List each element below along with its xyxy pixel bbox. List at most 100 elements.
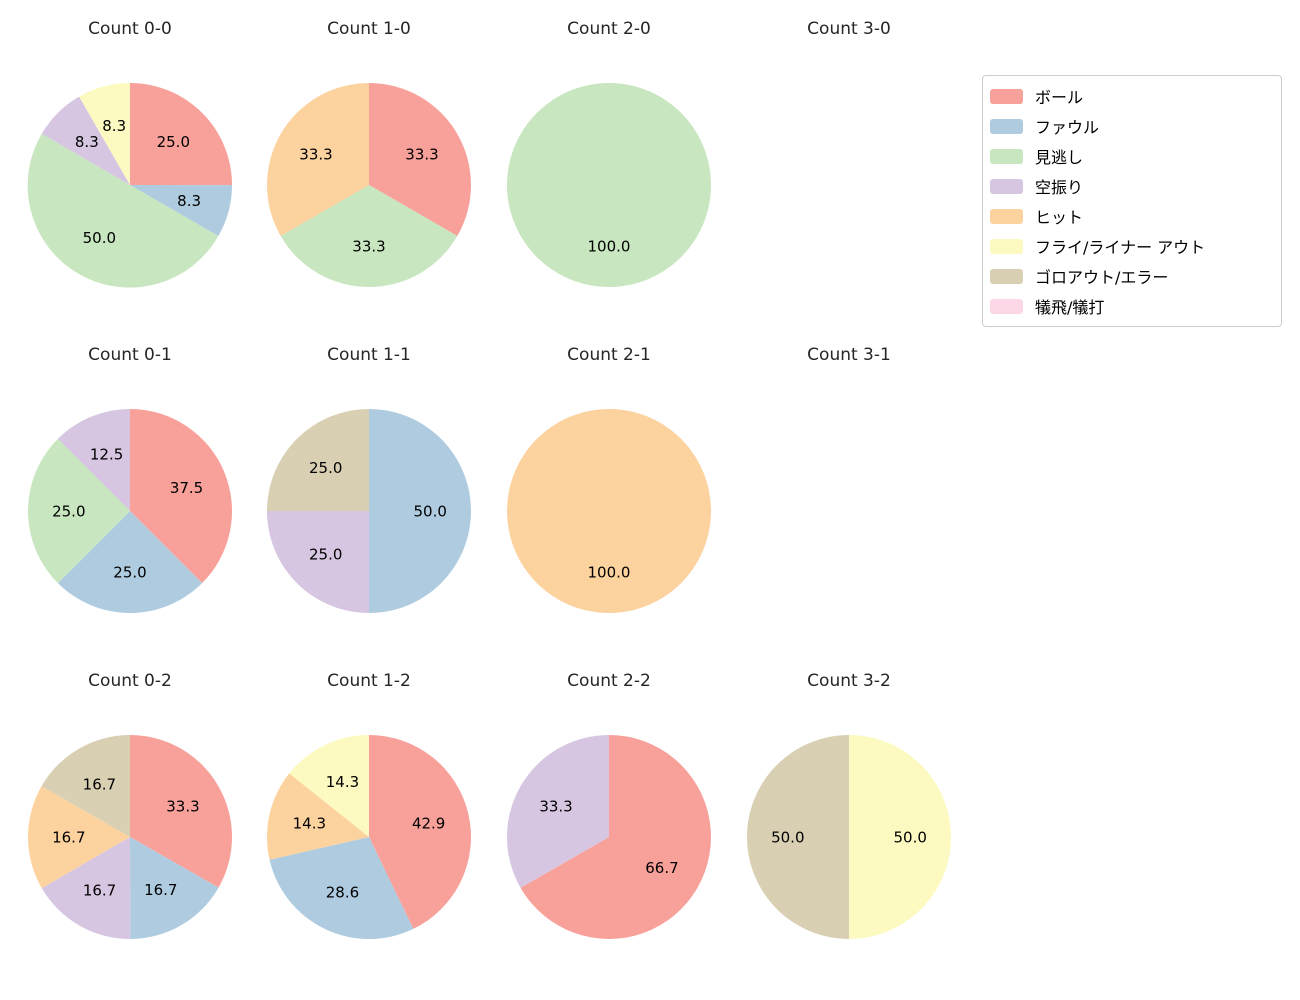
chart-title: Count 1-0 (327, 19, 411, 39)
legend-item: フライ/ライナー アウト (990, 231, 1271, 261)
pie-chart-count-0-0: Count 0-0 25.0 8.3 50.0 8.3 8.3 (10, 15, 250, 295)
pie-chart-count-3-0: Count 3-0 (729, 15, 969, 295)
pie-slice-label: 33.3 (299, 146, 332, 164)
pie-slice-label: 14.3 (293, 815, 326, 833)
pie-slice-label: 42.9 (412, 815, 445, 833)
pie-chart-count-1-0: Count 1-0 33.3 33.3 33.3 (249, 15, 489, 295)
pie-slice (520, 735, 712, 939)
legend-label: 犠飛/犠打 (1035, 298, 1105, 317)
pie-slice-label: 16.7 (144, 881, 177, 899)
pie-slice-label: 25.0 (157, 133, 190, 151)
pie-slice-label: 100.0 (588, 563, 631, 581)
legend-item: 見逃し (990, 141, 1271, 171)
legend-swatch (990, 268, 1023, 284)
pie-chart: 37.5 25.0 25.0 12.5 (28, 409, 232, 613)
pie-slice (41, 96, 130, 185)
pie-slice-label: 50.0 (413, 502, 446, 520)
pie-slice (289, 735, 369, 837)
pie-slice (369, 735, 472, 929)
legend-swatch (990, 238, 1023, 254)
pie-slice (41, 837, 131, 940)
legend-label: ボール (1035, 88, 1084, 107)
legend-item: 犠飛/犠打 (990, 291, 1271, 321)
pie-slice-label: 14.3 (326, 773, 359, 791)
pie-slice-label: 50.0 (83, 229, 116, 247)
pie-slice (41, 735, 130, 837)
pie-slice (130, 837, 219, 939)
legend-label: フライ/ライナー アウト (1035, 238, 1206, 257)
pie-slice (267, 773, 369, 860)
pie-slice-label: 33.3 (166, 798, 199, 816)
pie-chart: 25.08.350.08.38.3 (27, 83, 233, 288)
pie-chart-count-3-2: Count 3-2 50.0 50.0 (729, 667, 969, 947)
pie-chart-count-1-1: Count 1-1 50.0 25.0 25.0 (249, 341, 489, 621)
pie-chart: 50.0 50.0 (747, 735, 951, 939)
legend-item: 空振り (990, 171, 1271, 201)
pie-chart-count-2-1: Count 2-1 100.0 (489, 341, 729, 621)
pie-slice-label: 37.5 (170, 479, 203, 497)
pie-chart: 33.3 16.7 16.7 16.7 16.7 (27, 735, 233, 940)
pie-slice-label: 12.5 (90, 446, 123, 464)
pie-slice (130, 409, 232, 584)
legend: ボールファウル見逃し空振りヒットフライ/ライナー アウト ゴロアウト/エラー 犠飛/… (982, 75, 1282, 327)
chart-title: Count 0-1 (88, 345, 172, 365)
pie-slice (130, 735, 233, 888)
pie-slice (507, 409, 711, 613)
pie-slice (747, 735, 849, 939)
pie-slice (267, 409, 369, 511)
legend-item: ゴロアウト/エラー (990, 261, 1271, 291)
pie-chart: 33.3 33.3 33.3 (267, 83, 471, 287)
pie-slice-label: 28.6 (326, 883, 359, 901)
pie-chart-count-0-2: Count 0-2 33.3 16.7 16.7 16.7 16.7 (10, 667, 250, 947)
legend-swatch (990, 178, 1023, 194)
pie-slice (280, 185, 458, 287)
pie-chart (739, 75, 959, 295)
legend-swatch (990, 298, 1023, 314)
pie-slice (130, 185, 232, 236)
pie-slice-label: 25.0 (113, 563, 146, 581)
legend-label: ゴロアウト/エラー (1035, 268, 1169, 287)
pie-slice (57, 511, 203, 613)
pie-slice (507, 735, 609, 888)
pie-slice (369, 409, 471, 613)
pie-chart-count-2-0: Count 2-0 100.0 (489, 15, 729, 295)
pie-slice (269, 837, 414, 940)
pie-slice-label: 16.7 (52, 828, 85, 846)
pie-chart-count-2-2: Count 2-2 66.7 33.3 (489, 667, 729, 947)
chart-title: Count 0-0 (88, 19, 172, 39)
pie-slice (79, 83, 130, 185)
pie-slice-label: 66.7 (645, 859, 678, 877)
legend-swatch (990, 118, 1023, 134)
legend-swatch (990, 88, 1023, 104)
pie-slice (849, 735, 951, 939)
legend-swatch (990, 148, 1023, 164)
pie-chart (739, 401, 959, 621)
pie-slice (27, 133, 219, 288)
legend-label: ファウル (1035, 118, 1100, 137)
pie-slice-label: 25.0 (309, 546, 342, 564)
legend-label: ヒット (1035, 208, 1084, 227)
pie-slice (27, 786, 131, 889)
pie-chart: 100.0 (507, 83, 711, 287)
pie-slice-label: 8.3 (75, 133, 99, 151)
pie-slice (369, 83, 471, 236)
legend-swatch (990, 208, 1023, 224)
pie-slice-label: 8.3 (102, 117, 126, 135)
legend-item: ヒット (990, 201, 1271, 231)
pie-slice (267, 83, 369, 236)
pie-slice-label: 100.0 (588, 237, 631, 255)
legend-label: 見逃し (1035, 148, 1084, 167)
pie-slice-label: 33.3 (352, 237, 385, 255)
legend-item: ボール (990, 81, 1271, 111)
pie-slice (57, 409, 130, 511)
pie-slice-label: 50.0 (771, 828, 804, 846)
legend-label: 空振り (1035, 178, 1084, 197)
pie-slice (28, 438, 130, 584)
pie-slice-label: 33.3 (539, 798, 572, 816)
chart-title: Count 2-1 (567, 345, 651, 365)
pie-slice-label: 25.0 (52, 502, 85, 520)
pie-slice-label: 8.3 (177, 192, 201, 210)
pie-slice-label: 50.0 (893, 828, 926, 846)
legend-item: ファウル (990, 111, 1271, 141)
